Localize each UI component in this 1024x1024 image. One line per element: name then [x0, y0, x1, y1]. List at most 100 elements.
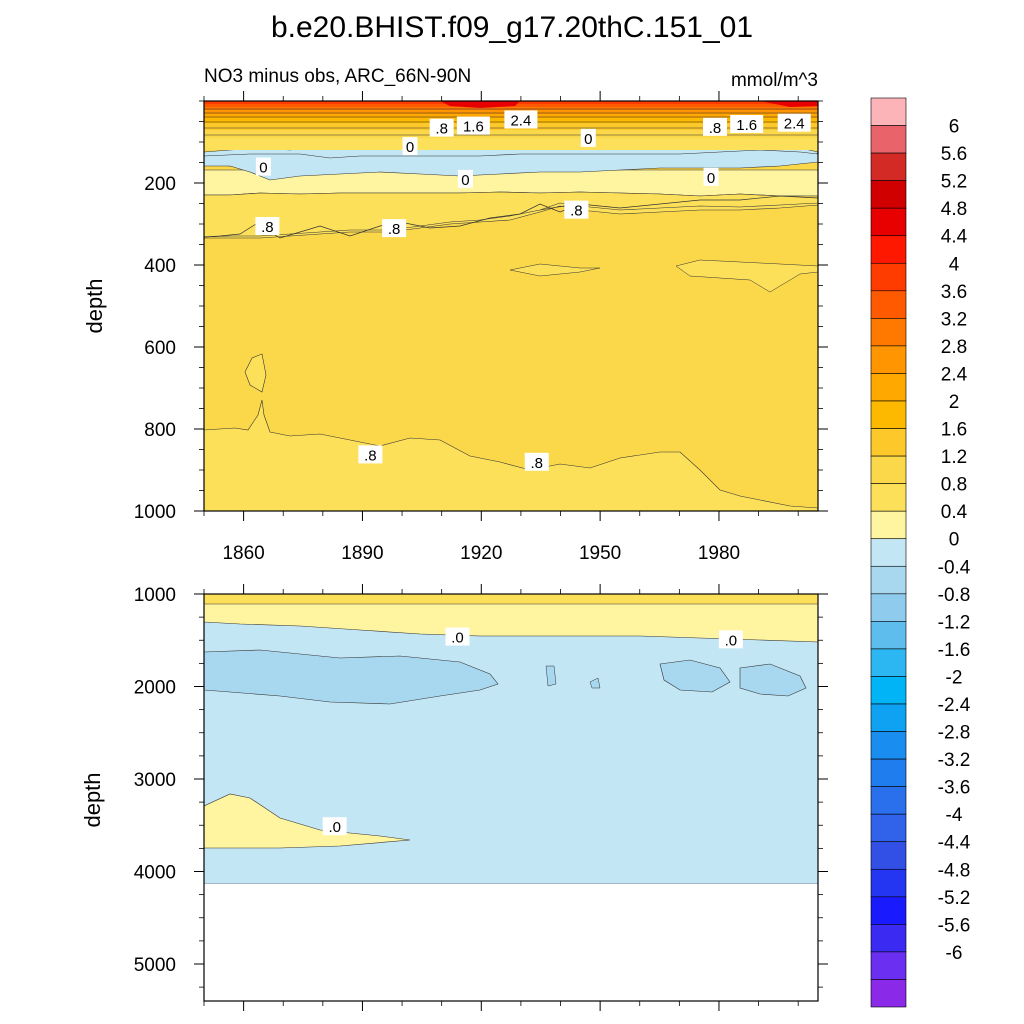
colorbar-box — [870, 786, 907, 815]
colorbar-label: 0 — [949, 530, 960, 551]
lower-panel: 1000 2000 3000 4000 5000 .0 .0 .0 depth — [80, 584, 828, 1011]
top-subtitle-right: mmol/m^3 — [731, 70, 818, 91]
upper-contour-label: 1.6 — [736, 117, 757, 134]
colorbar-label: -4.8 — [938, 860, 971, 881]
upper-contour-label-bg — [703, 167, 719, 186]
upper-contour-label-bg — [255, 217, 280, 236]
colorbar-label: -1.2 — [938, 612, 971, 633]
colorbar-box — [870, 428, 907, 457]
colorbar-label: 4 — [949, 254, 960, 275]
upper-ylabel: depth — [82, 278, 107, 333]
lower-contour-labels: .0 .0 .0 — [322, 627, 743, 836]
upper-y-tick-label: 400 — [144, 256, 176, 277]
colorbar-label: 1.6 — [941, 420, 967, 441]
lower-ticks: 1000 2000 3000 4000 5000 — [134, 584, 828, 1011]
colorbar-box — [870, 868, 907, 898]
upper-warm-1 — [204, 135, 818, 150]
lower-deep-blob-d — [545, 665, 557, 687]
colorbar-label: 3.6 — [941, 282, 967, 303]
upper-contour-label-bg — [382, 219, 407, 238]
lower-contour-label-bg — [718, 630, 743, 649]
upper-contour-label: .8 — [709, 120, 722, 137]
colorbar-box — [870, 290, 907, 319]
upper-fill — [204, 101, 818, 511]
upper-contour-label-bg — [457, 169, 473, 188]
colorbar-box — [870, 648, 907, 677]
upper-contour-label: 0 — [461, 172, 469, 189]
upper-ribbon-b — [675, 259, 818, 293]
colorbar-box — [870, 400, 907, 429]
upper-contour-label-bg — [255, 157, 271, 176]
colorbar-label: 1.2 — [941, 447, 967, 468]
colorbar: 6 5.6 5.2 4.8 4.4 4 3.6 3.2 2.8 2.4 2 1.6 1.2 0.8 0.4 0… — [870, 97, 971, 1008]
colorbar-box — [870, 483, 907, 512]
upper-contour-label: 1.6 — [463, 119, 484, 136]
colorbar-label: -0.4 — [938, 557, 971, 578]
lower-warm-band — [204, 603, 818, 643]
lower-y-tick-label: 1000 — [134, 585, 176, 606]
upper-y-tick-label: 600 — [144, 338, 176, 359]
colorbar-box — [870, 593, 907, 622]
upper-warm-blob-a — [440, 101, 520, 108]
upper-contour-label-bg — [524, 452, 549, 471]
colorbar-label: 2.8 — [941, 337, 967, 358]
colorbar-label: -0.8 — [938, 585, 971, 606]
colorbar-label: 0.8 — [941, 475, 967, 496]
colorbar-label: 5.2 — [941, 172, 967, 193]
colorbar-box — [870, 345, 907, 374]
colorbar-label: 0.4 — [941, 502, 968, 523]
lower-deep-blob-a — [204, 649, 499, 705]
upper-x-tick-label: 1920 — [460, 543, 502, 564]
upper-contour-label-bg — [504, 110, 538, 129]
colorbar-box — [870, 951, 907, 980]
colorbar-label: 3.2 — [941, 309, 967, 330]
lower-y-tick-label: 3000 — [134, 770, 176, 791]
upper-contour-label: 0 — [259, 160, 267, 177]
colorbar-box — [870, 731, 907, 760]
lower-ylabel: depth — [80, 772, 105, 827]
colorbar-box — [870, 152, 907, 181]
colorbar-label: 4.8 — [941, 199, 967, 220]
upper-contour-label: 0 — [406, 139, 414, 156]
colorbar-box — [870, 235, 907, 264]
upper-y-tick-label: 200 — [144, 174, 176, 195]
lower-frame — [203, 593, 819, 1002]
colorbar-box — [870, 979, 907, 1008]
colorbar-label: -6 — [946, 943, 963, 964]
lower-y-tick-label: 2000 — [134, 678, 176, 699]
colorbar-label: -2 — [946, 667, 963, 688]
upper-contour-label-bg — [580, 128, 596, 147]
colorbar-label: -2.8 — [938, 723, 971, 744]
upper-contour-label-bg — [730, 114, 764, 133]
colorbar-label: 5.6 — [941, 144, 967, 165]
colorbar-label: -3.6 — [938, 778, 971, 799]
upper-ticks: 1860 1890 1920 1950 1980 200 400 600 800 1000 — [134, 91, 828, 564]
colorbar-label: 6 — [949, 117, 960, 138]
upper-contour-label-bg — [703, 117, 728, 136]
colorbar-label: -4 — [946, 805, 963, 826]
upper-x-tick-label: 1980 — [698, 543, 740, 564]
lower-y-tick-label: 5000 — [134, 955, 176, 976]
top-subtitle-left: NO3 minus obs, ARC_66N-90N — [204, 66, 471, 87]
upper-contour-label: 0 — [707, 170, 715, 187]
colorbar-box — [870, 373, 907, 402]
colorbar-box — [870, 510, 907, 540]
colorbar-label: 2.4 — [941, 364, 968, 385]
lower-contour-label-bg — [445, 627, 470, 646]
upper-x-tick-label: 1860 — [222, 543, 264, 564]
upper-contour-label: .8 — [388, 221, 401, 238]
colorbar-box — [870, 703, 907, 732]
lower-warm-wedge — [204, 793, 411, 849]
lower-deep-blob-b — [659, 659, 731, 693]
lower-deep-blob-e — [589, 677, 601, 689]
upper-cold-band2 — [204, 149, 818, 181]
colorbar-box — [870, 621, 907, 650]
upper-contour-label-bg — [358, 445, 383, 464]
colorbar-label: 4.4 — [941, 227, 968, 248]
upper-contour-labels: .8 1.6 2.4 0 0 .8 1.6 2.4 0 0 0 .8 .8 .8 .8 .8 — [255, 110, 811, 472]
colorbar-box — [870, 538, 907, 567]
colorbar-label: -4.4 — [938, 833, 971, 854]
colorbar-label: -5.2 — [938, 888, 971, 909]
